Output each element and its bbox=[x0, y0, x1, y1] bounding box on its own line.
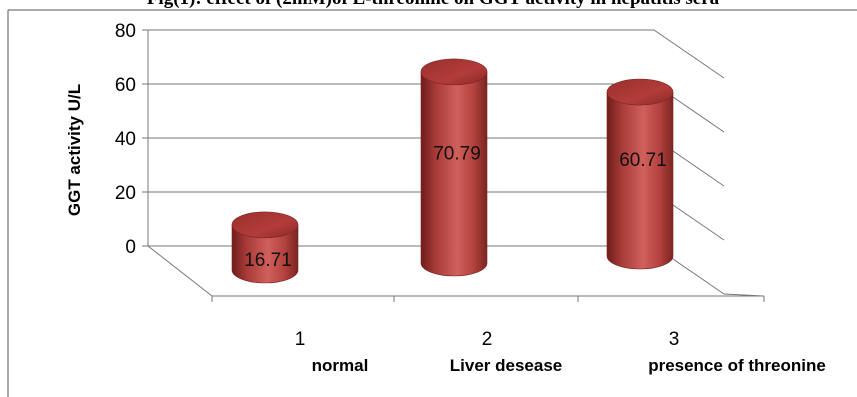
y-tick-label: 0 bbox=[125, 237, 136, 258]
gridline bbox=[148, 29, 725, 79]
y-tick-label: 40 bbox=[115, 129, 136, 150]
bar-body bbox=[231, 224, 299, 284]
y-axis-ticks: 0 20 40 60 80 bbox=[115, 21, 148, 258]
chart-title: Fig(1): effect of (2mM)of L-threonine on… bbox=[147, 0, 720, 9]
bar-top bbox=[420, 58, 488, 86]
bar: 60.71 bbox=[606, 78, 674, 270]
category-number: 2 bbox=[482, 329, 493, 350]
x-axis-categories: 1 2 3 normal Liver desease presence of threon… bbox=[295, 329, 826, 375]
y-tick-label: 80 bbox=[115, 21, 136, 42]
y-tick-label: 20 bbox=[115, 183, 136, 204]
bar-top bbox=[231, 211, 299, 239]
category-number: 1 bbox=[295, 329, 306, 350]
bar-body bbox=[420, 71, 488, 277]
data-label: 60.71 bbox=[619, 150, 667, 171]
data-label: 16.71 bbox=[244, 250, 292, 271]
category-name: normal bbox=[312, 356, 369, 375]
bar: 16.71 bbox=[231, 211, 299, 284]
y-tick-label: 60 bbox=[115, 75, 136, 96]
category-name: presence of threonine bbox=[648, 356, 826, 375]
bar-top bbox=[606, 78, 674, 106]
y-axis-label: GGT activity U/L bbox=[65, 84, 84, 216]
category-name: Liver desease bbox=[450, 356, 562, 375]
bar: 70.79 bbox=[420, 58, 488, 277]
data-label: 70.79 bbox=[433, 143, 481, 164]
chart-floor bbox=[147, 245, 765, 297]
bar-body bbox=[606, 91, 674, 270]
category-number: 3 bbox=[669, 329, 680, 350]
bars: 16.71 70.79 60.71 bbox=[231, 58, 674, 284]
